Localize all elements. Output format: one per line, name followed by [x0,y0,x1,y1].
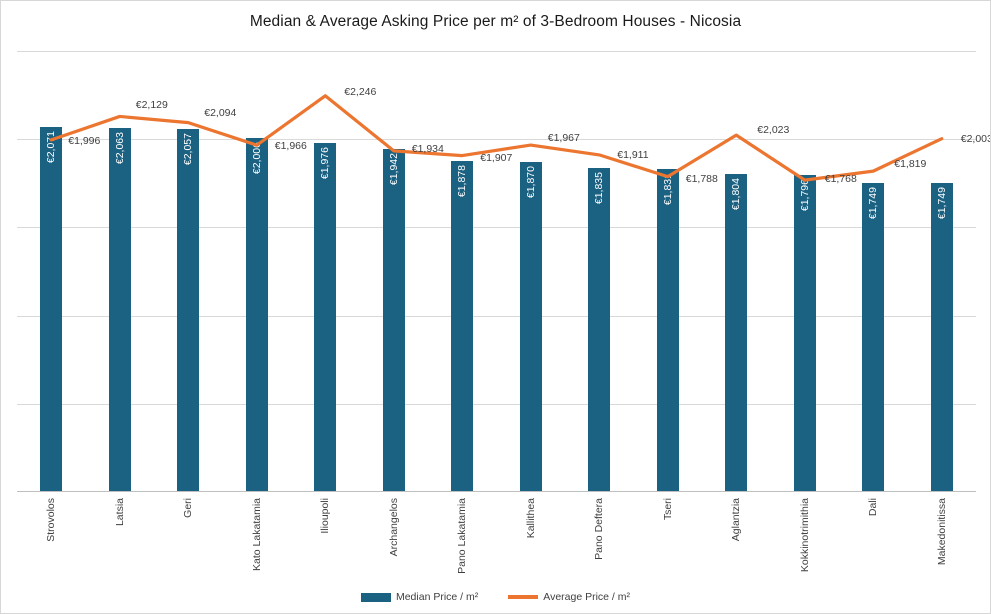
line-value-label: €2,129 [135,99,168,112]
x-axis-label-strovolos: Strovolos [45,498,58,542]
plot-area: €2,071 €2,063 €2,057 €2,006 €1,976 €1,942 €1,8… [17,51,976,492]
bar-kato-lakatamia [245,138,268,492]
bar-aglantzia [725,173,748,492]
bar-value-label: €1,796 [798,179,811,212]
bar-value-label: €1,804 [730,177,743,210]
median-legend-label: Median Price / m² [395,591,479,603]
y-gridline [17,403,976,405]
bar-pano-deftera [588,168,611,492]
bar-pano-lakatamia [451,160,474,492]
bar-value-label: €1,831 [661,173,674,206]
x-axis-label-latsia: Latsia [113,498,126,527]
bar-value-label: €1,942 [387,153,400,186]
x-axis-label-kokkinotrimithia: Kokkinotrimithia [798,498,811,573]
x-axis-label-kallithea: Kallithea [524,498,537,539]
line-value-label: €1,966 [274,140,307,153]
average-legend-swatch [508,595,539,599]
bar-strovolos [40,126,63,492]
y-gridline [17,51,976,52]
average-legend-label: Average Price / m² [543,591,631,603]
legend: Median Price / m² Average Price / m² [1,591,990,603]
x-axis-label-aglantzia: Aglantzia [730,498,743,542]
line-value-label: €1,819 [894,158,927,171]
x-axis-label-ilioupoli: Ilioupoli [319,498,332,534]
bar-value-label: €1,870 [524,166,537,199]
x-axis-label-archangelos: Archangelos [387,498,400,557]
x-axis-label-pano-deftera: Pano Deftera [593,498,606,560]
x-axis-label-pano-lakatamia: Pano Lakatamia [456,498,469,574]
y-gridline [17,227,976,229]
x-axis-label-kato-lakatamia: Kato Lakatamia [250,498,263,571]
bar-dali [862,183,885,492]
line-value-label: €1,934 [411,142,444,155]
line-value-label: €2,094 [204,106,237,119]
legend-item-median: Median Price / m² [360,591,479,603]
line-value-label: €2,023 [757,124,790,137]
bar-value-label: €2,006 [250,142,263,175]
line-value-label: €2,246 [344,85,377,98]
line-value-label: €2,003 [960,132,991,145]
y-gridline [17,315,976,317]
line-value-label: €1,967 [547,132,580,145]
x-axis-label-tseri: Tseri [661,498,674,521]
bar-value-label: €1,749 [867,187,880,220]
bar-archangelos [382,149,405,492]
line-value-label: €1,907 [480,151,513,164]
y-gridline [17,139,976,141]
bar-geri [177,129,200,492]
bar-value-label: €1,749 [935,187,948,220]
line-value-label: €1,768 [824,173,857,186]
chart-title: Median & Average Asking Price per m² of … [249,13,742,30]
bar-value-label: €1,976 [319,147,332,180]
x-axis-label-makedonitissa: Makedonitissa [935,498,948,566]
line-value-label: €1,788 [685,172,718,185]
bar-makedonitissa [930,183,953,492]
bar-kokkinotrimithia [793,175,816,492]
bar-tseri [656,169,679,492]
x-axis-line [17,491,976,492]
legend-item-average: Average Price / m² [508,591,630,603]
median-legend-swatch [360,592,391,602]
line-value-label: €1,996 [68,134,101,147]
line-value-label: €1,911 [617,148,649,161]
bar-latsia [108,128,131,492]
x-axis-label-dali: Dali [867,498,880,517]
x-axis-label-geri: Geri [182,498,195,518]
bar-value-label: €2,063 [113,132,126,165]
bar-kallithea [519,162,542,492]
bar-value-label: €1,878 [456,164,469,197]
bar-ilioupoli [314,143,337,492]
bar-value-label: €2,057 [182,133,195,166]
bar-value-label: €1,835 [593,172,606,205]
bar-value-label: €2,071 [45,130,58,163]
